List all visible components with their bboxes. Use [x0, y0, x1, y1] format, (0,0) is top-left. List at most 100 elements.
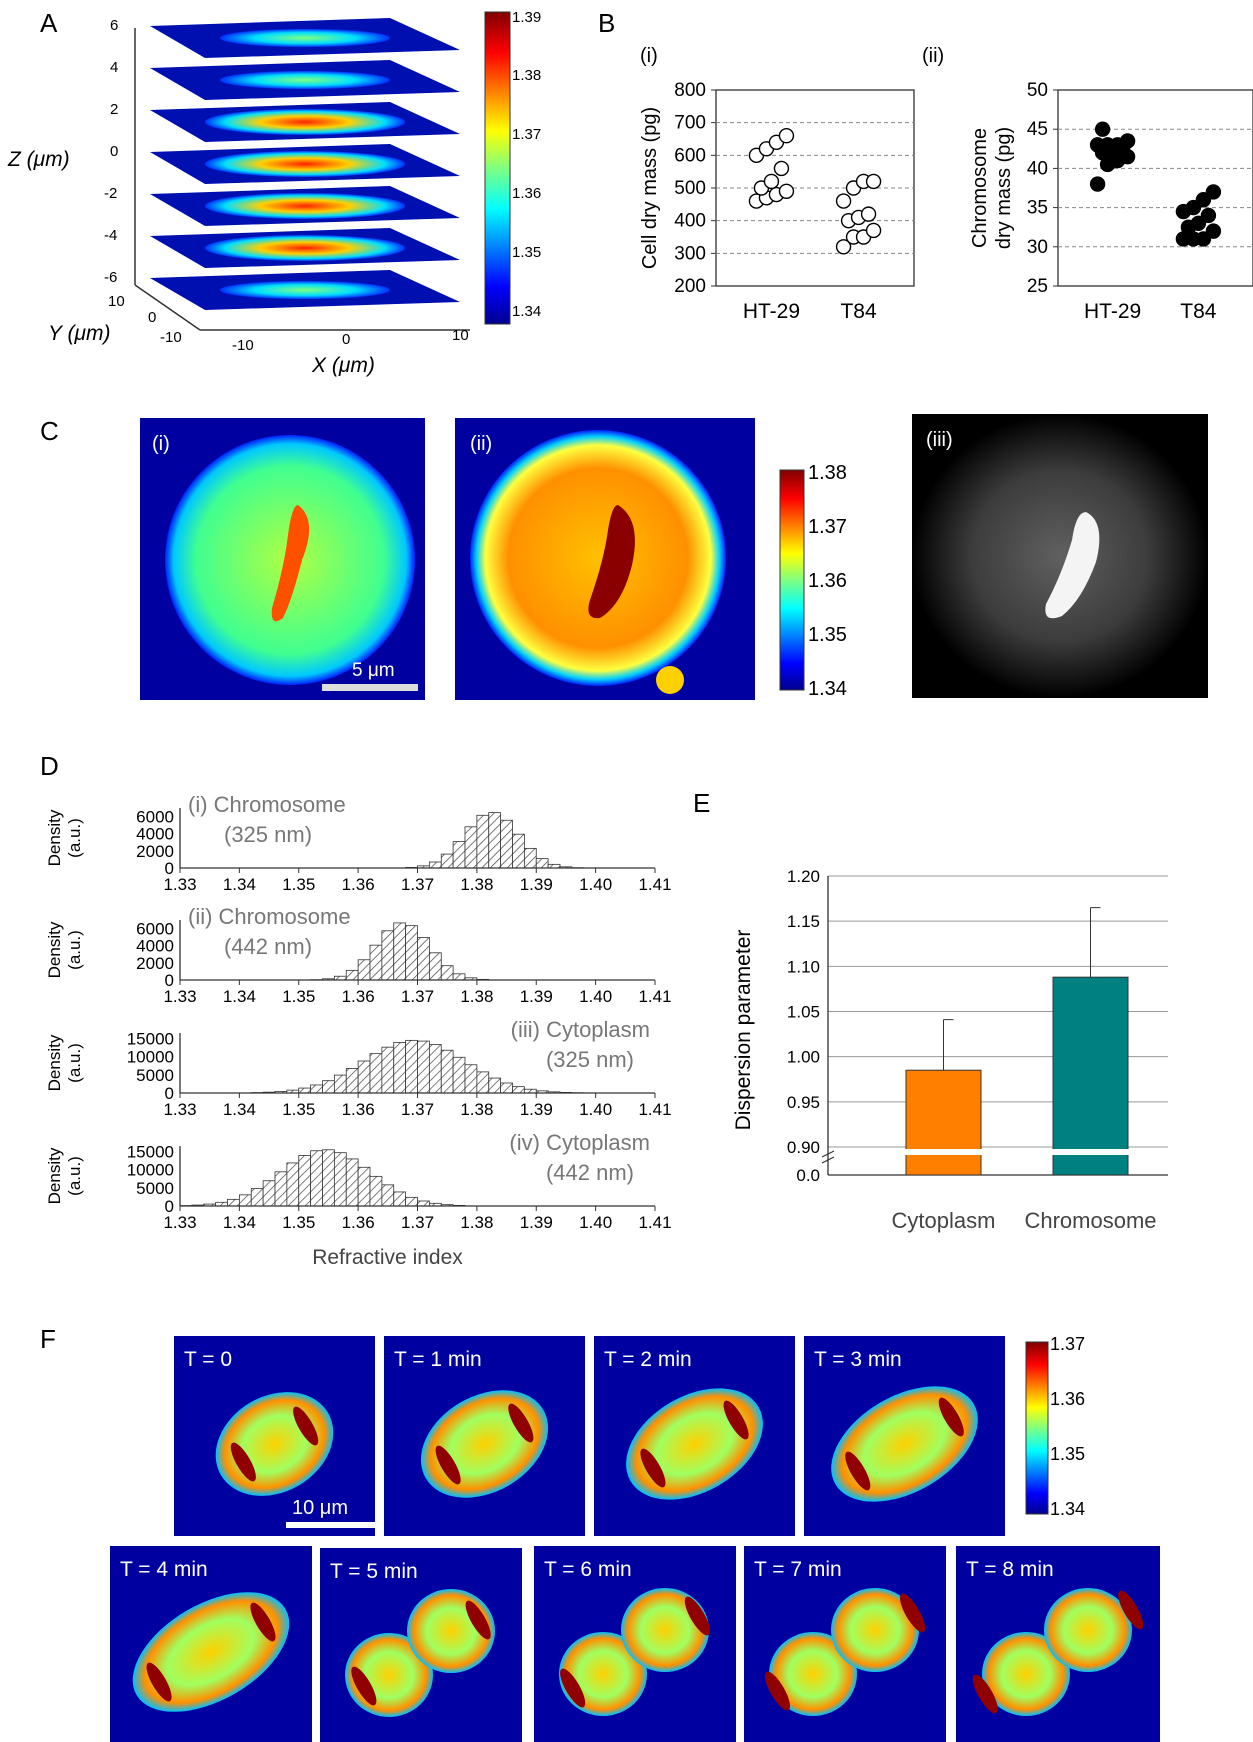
d-histogram-bar [440, 965, 454, 981]
d-annotation: (325 nm) [224, 822, 312, 847]
f-colorbar-tick: 1.35 [1050, 1444, 1085, 1464]
c-image-iii [912, 414, 1208, 698]
e-y-tick: 0.0 [796, 1166, 820, 1185]
e-axis-break-mark [821, 1150, 835, 1164]
f-frame: T = 1 min [384, 1336, 585, 1536]
d-histogram-bar [381, 930, 395, 981]
f-chromosome [250, 1602, 276, 1642]
b-y-tick: 400 [674, 211, 706, 232]
d-y-label-line: Density [45, 809, 64, 866]
d-y-tick: 15000 [127, 1029, 174, 1048]
f-time-label: T = 4 min [120, 1558, 208, 1581]
d-y-label: Density(a.u.) [45, 1034, 84, 1091]
d-y-label-line: (a.u.) [65, 1043, 84, 1083]
slice-cell [220, 29, 390, 47]
a-y-tick: 10 [108, 293, 125, 310]
b-y-label-line: Chromosome [969, 128, 991, 248]
e-y-label: Dispersion parameter [732, 930, 755, 1131]
d-x-tick: 1.37 [401, 1100, 434, 1119]
d-histogram-bar [405, 1039, 418, 1094]
f-chromosome [293, 1406, 319, 1446]
b-y-tick: 30 [1027, 237, 1048, 258]
a-colorbar-tick: 1.34 [512, 303, 541, 320]
d-y-tick: 2000 [136, 842, 174, 861]
d-histogram-bar [452, 973, 466, 981]
a-colorbar-tick: 1.39 [512, 9, 541, 26]
d-histogram-bar [405, 1196, 418, 1207]
b-data-point [778, 128, 795, 144]
z-slice [150, 102, 460, 142]
d-histogram-bar [369, 1175, 383, 1207]
d-annotation: (ii) Chromosome [188, 904, 351, 929]
d-y-tick: 2000 [136, 954, 174, 973]
d-y-tick: 6000 [136, 808, 174, 827]
d-x-tick: 1.35 [282, 1213, 315, 1232]
slice-cell [220, 71, 390, 89]
f-chromosome [640, 1448, 666, 1488]
panel-letter-d: D [40, 751, 59, 781]
f-chromosome [465, 1600, 491, 1640]
c-colorbar-tick: 1.37 [808, 516, 847, 538]
d-y-label: Density(a.u.) [45, 809, 84, 866]
e-bar [1052, 976, 1129, 1176]
d-histogram-bar [452, 841, 466, 869]
f-time-label: T = 7 min [754, 1558, 842, 1581]
d-annotation: (iii) Cytoplasm [511, 1017, 650, 1042]
d-histogram-bar [345, 969, 359, 981]
b-y-tick: 200 [674, 276, 706, 297]
b-data-point [835, 239, 852, 255]
d-histogram-bar [357, 959, 371, 981]
d-histogram-bar [488, 1077, 502, 1094]
b-x-category: T84 [840, 300, 877, 323]
f-daughter-cell [621, 1588, 709, 1672]
d-x-tick: 1.40 [579, 875, 612, 894]
f-chromosome [972, 1674, 998, 1714]
d-annotation: (442 nm) [546, 1160, 634, 1185]
b-data-point [1205, 184, 1222, 200]
c-colorbar-tick: 1.34 [808, 678, 847, 700]
d-y-tick: 4000 [136, 937, 174, 956]
b-y-tick: 50 [1027, 80, 1048, 101]
panel-letter-e: E [693, 788, 710, 818]
f-scale-bar [286, 1522, 378, 1528]
c-colorbar-tick: 1.38 [808, 462, 847, 484]
b-data-point [1205, 223, 1222, 239]
panel-letter-f: F [40, 1324, 56, 1354]
d-histogram-bar [428, 1044, 442, 1094]
c-sub-label-ii: (ii) [470, 433, 492, 455]
d-histogram-bar [310, 1150, 323, 1207]
f-time-label: T = 0 [184, 1348, 232, 1371]
d-x-tick: 1.35 [282, 875, 315, 894]
d-histogram: 1.33 1.34 1.35 1.36 1.37 1.38 1.39 1.40 1.41 1500… [45, 1130, 672, 1269]
a-z-tick: -2 [104, 185, 117, 202]
d-x-tick: 1.37 [401, 987, 434, 1006]
f-chromosome [351, 1666, 377, 1706]
d-y-tick: 5000 [136, 1179, 174, 1198]
d-histogram-bar [440, 1049, 454, 1094]
d-histogram-bar [417, 937, 430, 981]
f-chromosome [435, 1445, 461, 1485]
a-colorbar-tick: 1.35 [512, 244, 541, 261]
f-chromosome [684, 1596, 710, 1636]
f-chromosome [764, 1671, 791, 1711]
d-y-tick: 5000 [136, 1066, 174, 1085]
f-time-label: T = 2 min [604, 1348, 692, 1371]
a-colorbar-tick: 1.37 [512, 126, 541, 143]
b-data-point [835, 193, 852, 209]
z-slice [150, 60, 460, 100]
e-y-tick: 1.05 [787, 1003, 820, 1022]
d-histogram-bar [322, 1080, 335, 1094]
d-histogram-bar [345, 1068, 359, 1094]
b-sub-label-i: (i) [640, 45, 658, 67]
b-plot-frame [1057, 89, 1253, 287]
slice-cell [220, 281, 390, 299]
e-y-tick: 1.20 [787, 867, 820, 886]
a-x-tick: 0 [342, 331, 350, 348]
e-y-tick: 0.90 [787, 1138, 820, 1157]
e-bar [905, 1069, 982, 1176]
f-daughter-cell [1044, 1588, 1132, 1672]
d-histogram: 1.33 1.34 1.35 1.36 1.37 1.38 1.39 1.40 1.41 1500… [45, 1017, 672, 1119]
d-x-tick: 1.38 [460, 875, 493, 894]
d-y-label: Density(a.u.) [45, 921, 84, 978]
d-x-label: Refractive index [312, 1246, 463, 1269]
